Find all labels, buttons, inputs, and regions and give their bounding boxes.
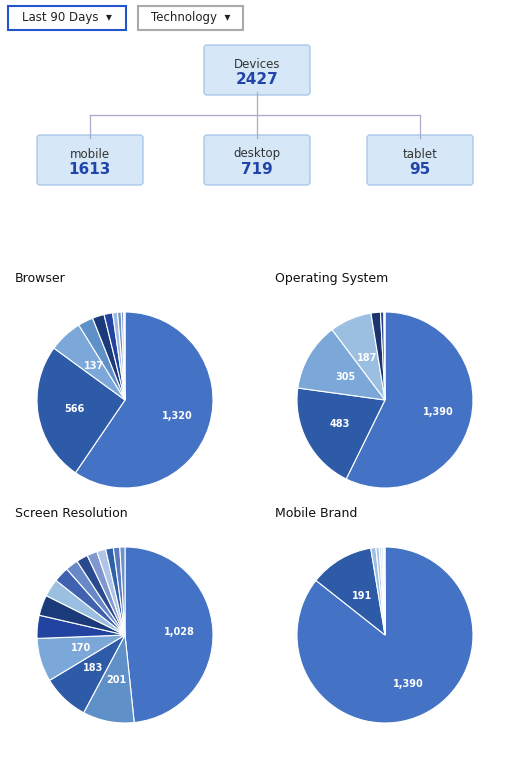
- Wedge shape: [384, 312, 385, 400]
- Wedge shape: [316, 548, 385, 635]
- FancyBboxPatch shape: [37, 135, 143, 185]
- Text: 137: 137: [84, 361, 104, 371]
- Text: Technology  ▾: Technology ▾: [151, 12, 230, 24]
- Wedge shape: [46, 580, 125, 635]
- Text: Screen Resolution: Screen Resolution: [15, 507, 127, 519]
- Wedge shape: [79, 318, 125, 400]
- Wedge shape: [113, 547, 125, 635]
- FancyBboxPatch shape: [204, 135, 310, 185]
- Text: 187: 187: [357, 353, 377, 363]
- FancyBboxPatch shape: [138, 6, 243, 30]
- Text: 1,390: 1,390: [423, 407, 453, 417]
- Wedge shape: [37, 348, 125, 473]
- Text: 170: 170: [71, 643, 91, 653]
- Wedge shape: [67, 561, 125, 635]
- Wedge shape: [76, 312, 213, 488]
- FancyBboxPatch shape: [367, 135, 473, 185]
- Wedge shape: [332, 313, 385, 400]
- FancyBboxPatch shape: [204, 45, 310, 95]
- Text: 201: 201: [106, 675, 126, 685]
- Wedge shape: [39, 596, 125, 635]
- Text: Last 90 Days  ▾: Last 90 Days ▾: [22, 12, 112, 24]
- Wedge shape: [380, 312, 385, 400]
- Wedge shape: [120, 547, 125, 635]
- Wedge shape: [87, 551, 125, 635]
- Wedge shape: [121, 312, 125, 400]
- Text: 183: 183: [83, 663, 104, 673]
- Wedge shape: [37, 615, 125, 639]
- FancyBboxPatch shape: [8, 6, 126, 30]
- Text: Devices: Devices: [234, 58, 280, 70]
- Text: 1,320: 1,320: [162, 411, 193, 421]
- Text: 1,028: 1,028: [164, 627, 195, 637]
- Wedge shape: [383, 547, 385, 635]
- Wedge shape: [97, 549, 125, 635]
- Wedge shape: [93, 314, 125, 400]
- Wedge shape: [297, 547, 473, 723]
- Wedge shape: [56, 569, 125, 635]
- Text: 95: 95: [409, 162, 431, 178]
- Wedge shape: [84, 635, 134, 723]
- Wedge shape: [124, 312, 125, 400]
- Text: 305: 305: [336, 372, 356, 382]
- Wedge shape: [384, 547, 385, 635]
- Text: 191: 191: [352, 590, 372, 601]
- Text: 483: 483: [330, 419, 350, 429]
- Text: tablet: tablet: [402, 147, 437, 161]
- Wedge shape: [37, 635, 125, 680]
- Wedge shape: [77, 555, 125, 635]
- Text: desktop: desktop: [233, 147, 281, 161]
- Wedge shape: [297, 388, 385, 479]
- Wedge shape: [346, 312, 473, 488]
- Wedge shape: [54, 325, 125, 400]
- Text: 1613: 1613: [69, 162, 111, 178]
- Text: 2427: 2427: [235, 73, 279, 87]
- Wedge shape: [125, 547, 213, 722]
- Wedge shape: [104, 313, 125, 400]
- Wedge shape: [381, 547, 385, 635]
- Text: 719: 719: [241, 162, 273, 178]
- Wedge shape: [113, 312, 125, 400]
- Wedge shape: [371, 312, 385, 400]
- Wedge shape: [106, 548, 125, 635]
- Text: Browser: Browser: [15, 271, 66, 285]
- Text: mobile: mobile: [70, 147, 110, 161]
- Text: Mobile Brand: Mobile Brand: [275, 507, 357, 519]
- Text: Operating System: Operating System: [275, 271, 388, 285]
- Text: 1,390: 1,390: [393, 679, 424, 689]
- Wedge shape: [379, 547, 385, 635]
- Wedge shape: [376, 548, 385, 635]
- Wedge shape: [298, 330, 385, 400]
- Text: 566: 566: [65, 404, 85, 413]
- Wedge shape: [118, 312, 125, 400]
- Wedge shape: [371, 548, 385, 635]
- Wedge shape: [49, 635, 125, 713]
